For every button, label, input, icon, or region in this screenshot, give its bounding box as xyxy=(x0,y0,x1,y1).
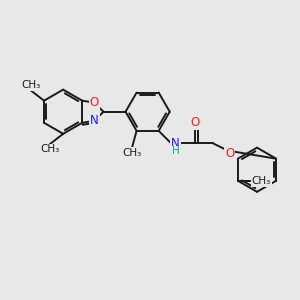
Text: CH₃: CH₃ xyxy=(40,144,59,154)
Text: CH₃: CH₃ xyxy=(122,148,142,158)
Text: N: N xyxy=(90,114,99,127)
Text: O: O xyxy=(90,96,99,109)
Text: CH₃: CH₃ xyxy=(21,80,40,90)
Text: CH₃: CH₃ xyxy=(252,176,271,186)
Text: N: N xyxy=(171,137,180,150)
Text: H: H xyxy=(172,146,179,157)
Text: O: O xyxy=(225,147,234,160)
Text: O: O xyxy=(190,116,200,129)
